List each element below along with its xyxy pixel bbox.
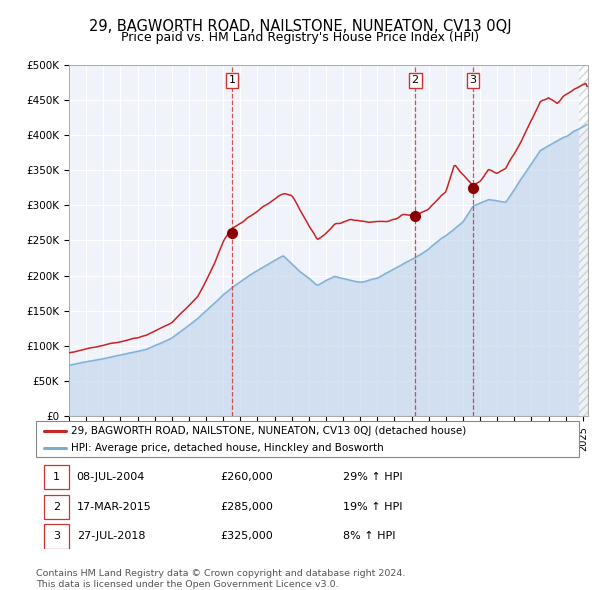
Text: 3: 3 (53, 532, 60, 542)
Text: 2: 2 (412, 76, 419, 86)
Text: 08-JUL-2004: 08-JUL-2004 (77, 472, 145, 482)
FancyBboxPatch shape (44, 494, 68, 519)
Text: £285,000: £285,000 (221, 502, 274, 512)
Text: 29, BAGWORTH ROAD, NAILSTONE, NUNEATON, CV13 0QJ: 29, BAGWORTH ROAD, NAILSTONE, NUNEATON, … (89, 19, 511, 34)
Text: 8% ↑ HPI: 8% ↑ HPI (343, 532, 395, 542)
Text: 2: 2 (53, 502, 60, 512)
FancyBboxPatch shape (44, 525, 68, 549)
FancyBboxPatch shape (44, 465, 68, 489)
Text: 17-MAR-2015: 17-MAR-2015 (77, 502, 151, 512)
Text: 27-JUL-2018: 27-JUL-2018 (77, 532, 145, 542)
Text: 3: 3 (469, 76, 476, 86)
Text: 19% ↑ HPI: 19% ↑ HPI (343, 502, 402, 512)
Text: HPI: Average price, detached house, Hinckley and Bosworth: HPI: Average price, detached house, Hinc… (71, 443, 384, 453)
Text: Contains HM Land Registry data © Crown copyright and database right 2024.
This d: Contains HM Land Registry data © Crown c… (36, 569, 406, 589)
Text: 1: 1 (53, 472, 60, 482)
Text: 29% ↑ HPI: 29% ↑ HPI (343, 472, 403, 482)
Text: 1: 1 (229, 76, 236, 86)
Text: £325,000: £325,000 (221, 532, 274, 542)
FancyBboxPatch shape (36, 421, 579, 457)
Text: 29, BAGWORTH ROAD, NAILSTONE, NUNEATON, CV13 0QJ (detached house): 29, BAGWORTH ROAD, NAILSTONE, NUNEATON, … (71, 426, 467, 436)
Text: Price paid vs. HM Land Registry's House Price Index (HPI): Price paid vs. HM Land Registry's House … (121, 31, 479, 44)
Text: £260,000: £260,000 (221, 472, 274, 482)
